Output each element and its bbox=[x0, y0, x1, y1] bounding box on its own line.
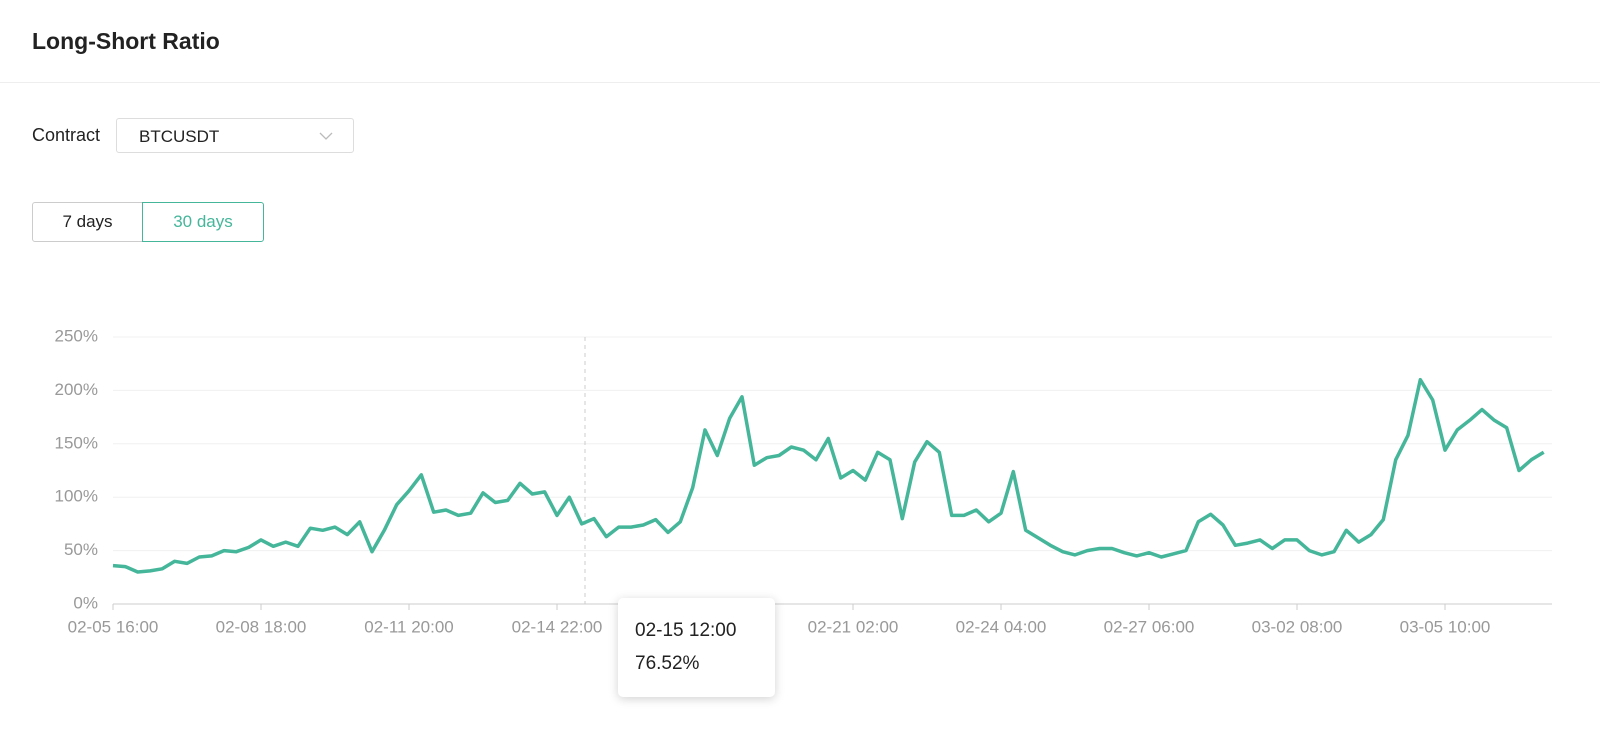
x-tick-label: 03-02 08:00 bbox=[1252, 617, 1343, 636]
x-tick-label: 02-08 18:00 bbox=[216, 617, 307, 636]
x-tick-label: 02-27 06:00 bbox=[1104, 617, 1195, 636]
dropdown-arrow bbox=[319, 132, 333, 140]
page-title: Long-Short Ratio bbox=[32, 28, 220, 54]
x-tick-label: 02-21 02:00 bbox=[808, 617, 899, 636]
y-tick-label: 200% bbox=[55, 380, 98, 399]
contract-select[interactable]: BTCUSDT bbox=[116, 118, 354, 153]
contract-value: BTCUSDT bbox=[139, 127, 220, 146]
x-tick-label: 02-14 22:00 bbox=[512, 617, 603, 636]
y-tick-label: 100% bbox=[55, 487, 98, 506]
tooltip-value: 76.52% bbox=[635, 653, 700, 674]
y-tick-label: 250% bbox=[55, 326, 98, 345]
tab-30-days[interactable]: 30 days bbox=[142, 202, 264, 242]
x-tick-label: 03-05 10:00 bbox=[1400, 617, 1491, 636]
tooltip-title: 02-15 12:00 bbox=[635, 620, 737, 641]
header: Long-Short Ratio bbox=[0, 0, 1600, 83]
x-tick-label: 02-11 20:00 bbox=[364, 617, 453, 636]
x-tick-label: 02-24 04:00 bbox=[956, 617, 1047, 636]
tooltip: 02-15 12:00 76.52% bbox=[618, 598, 775, 697]
y-tick-label: 150% bbox=[55, 433, 98, 452]
x-tick-label: 02-05 16:00 bbox=[68, 617, 159, 636]
y-tick-label: 50% bbox=[64, 540, 98, 559]
contract-label: Contract bbox=[32, 125, 101, 145]
ratio-line bbox=[112, 377, 1545, 574]
y-tick-label: 0% bbox=[73, 593, 98, 612]
